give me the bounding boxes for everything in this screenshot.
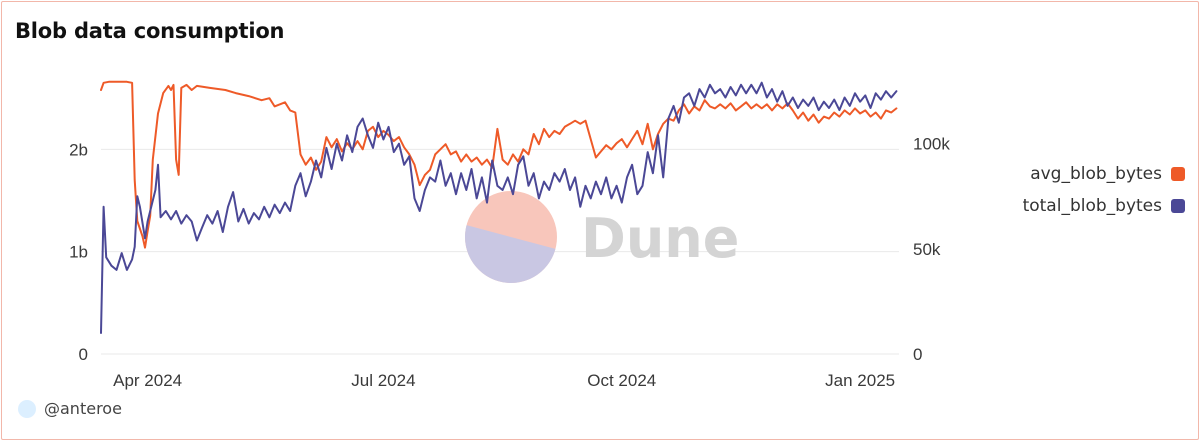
author-footer[interactable]: @anteroe [18,399,122,418]
legend-swatch-total [1171,199,1185,213]
y-axis-left: 0 1b 2b [69,140,88,364]
x-axis: Apr 2024 Jul 2024 Oct 2024 Jan 2025 [113,371,895,390]
legend-label-avg: avg_blob_bytes [1030,164,1162,184]
x-tick-label: Oct 2024 [587,371,656,390]
watermark-text: Dune [581,207,739,270]
series-line-avg-blob-bytes[interactable] [100,80,898,249]
y-right-tick-label: 50k [913,240,941,259]
x-tick-label: Jul 2024 [351,371,415,390]
y-right-tick-label: 0 [913,345,922,364]
y-left-tick-label: 1b [69,243,88,262]
y-left-tick-label: 2b [69,140,88,159]
x-tick-label: Apr 2024 [113,371,182,390]
legend-swatch-avg [1171,167,1185,181]
avatar [18,399,36,418]
y-axis-right: 0 50k 100k [913,135,950,364]
x-tick-label: Jan 2025 [825,371,895,390]
legend-item-avg[interactable]: avg_blob_bytes [985,158,1185,190]
series-line-total-blob-bytes[interactable] [100,81,898,334]
legend: avg_blob_bytes total_blob_bytes [985,158,1185,222]
legend-item-total[interactable]: total_blob_bytes [985,190,1185,222]
dune-watermark: Dune [465,191,739,283]
legend-label-total: total_blob_bytes [1022,196,1162,216]
series-layer [100,80,898,334]
y-left-tick-label: 0 [79,345,88,364]
author-name: @anteroe [44,399,122,418]
watermark-bottom-half [465,225,556,283]
y-right-tick-label: 100k [913,135,950,154]
chart-title: Blob data consumption [15,19,285,43]
